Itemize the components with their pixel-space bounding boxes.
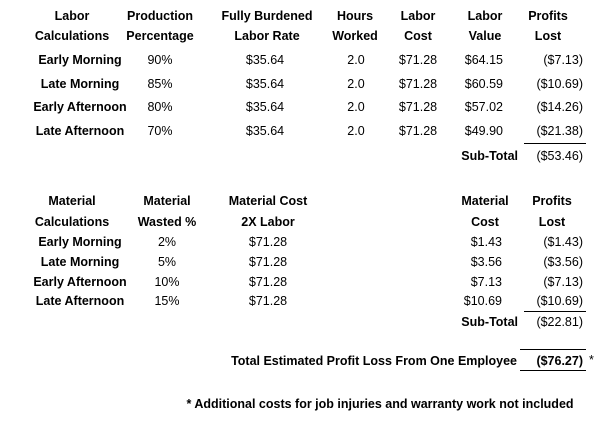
column-header: Labor Rate [234,28,300,43]
cell: 2.0 [347,123,365,138]
cell: $71.28 [398,52,438,67]
total-underline [520,370,586,371]
cell: 2.0 [347,76,365,91]
cell: $71.28 [398,99,438,114]
column-header: Lost [534,28,562,43]
cell: $71.28 [248,254,288,269]
cell: ($3.56) [543,254,583,269]
column-header: Labor [467,8,503,23]
column-header: Labor [400,8,436,23]
total-value: ($76.27) [536,353,583,368]
row-label: Early Morning [38,234,122,249]
cell: 2.0 [347,52,365,67]
cell: $3.56 [470,254,502,269]
column-header: Profits [532,193,572,208]
cell: 70% [147,123,173,138]
footnote-marker: * [589,352,594,367]
cell: ($1.43) [543,234,583,249]
subtotal-value: ($22.81) [536,314,583,329]
underline [524,311,586,312]
column-header: Cost [404,28,432,43]
column-header: Percentage [126,28,194,43]
cell: $71.28 [398,76,438,91]
column-header: Value [468,28,502,43]
row-label: Late Morning [40,254,120,269]
column-header: Hours [336,8,374,23]
cell: ($10.69) [536,76,583,91]
column-header: Labor [54,8,90,23]
footnote: * Additional costs for job injuries and … [186,396,574,411]
column-header: Calculations [34,28,110,43]
column-header: Fully Burdened [221,8,313,23]
cell: ($7.13) [543,52,583,67]
column-header: Material [48,193,96,208]
cell: 90% [147,52,173,67]
cell: $1.43 [470,234,502,249]
cell: $60.59 [464,76,503,91]
column-header: Material Cost [228,193,308,208]
cell: ($7.13) [543,274,583,289]
cell: $49.90 [464,123,503,138]
row-label: Late Morning [40,76,120,91]
row-label: Early Afternoon [33,274,127,289]
cell: $71.28 [248,234,288,249]
cell: $35.64 [245,99,285,114]
cell: 15% [154,293,180,308]
cell: $35.64 [245,76,285,91]
cell: ($14.26) [536,99,583,114]
total-rule [520,349,586,350]
cell: $10.69 [463,293,502,308]
column-header: Lost [538,214,566,229]
cell: $71.28 [248,293,288,308]
column-header: Calculations [34,214,110,229]
column-header: Worked [332,28,378,43]
cell: $71.28 [248,274,288,289]
column-header: Profits [528,8,568,23]
cell: 2.0 [347,99,365,114]
column-header: Material [461,193,509,208]
cell: $71.28 [398,123,438,138]
subtotal-value: ($53.46) [536,148,583,163]
subtotal-label: Sub-Total [461,314,518,329]
column-header: 2X Labor [241,214,295,229]
cell: $7.13 [470,274,502,289]
row-label: Early Morning [38,52,122,67]
cell: 2% [157,234,177,249]
cell: $35.64 [245,123,285,138]
cell: $64.15 [464,52,503,67]
total-label: Total Estimated Profit Loss From One Emp… [231,353,517,368]
cell: $35.64 [245,52,285,67]
row-label: Early Afternoon [33,99,127,114]
cell: ($10.69) [536,293,583,308]
cell: 10% [154,274,180,289]
underline [524,143,586,144]
cell: 85% [147,76,173,91]
column-header: Material [143,193,191,208]
cell: $57.02 [464,99,503,114]
cell: ($21.38) [536,123,583,138]
column-header: Wasted % [137,214,197,229]
cell: 5% [157,254,177,269]
subtotal-label: Sub-Total [461,148,518,163]
column-header: Cost [471,214,499,229]
row-label: Late Afternoon [35,293,125,308]
row-label: Late Afternoon [35,123,125,138]
column-header: Production [127,8,193,23]
cell: 80% [147,99,173,114]
